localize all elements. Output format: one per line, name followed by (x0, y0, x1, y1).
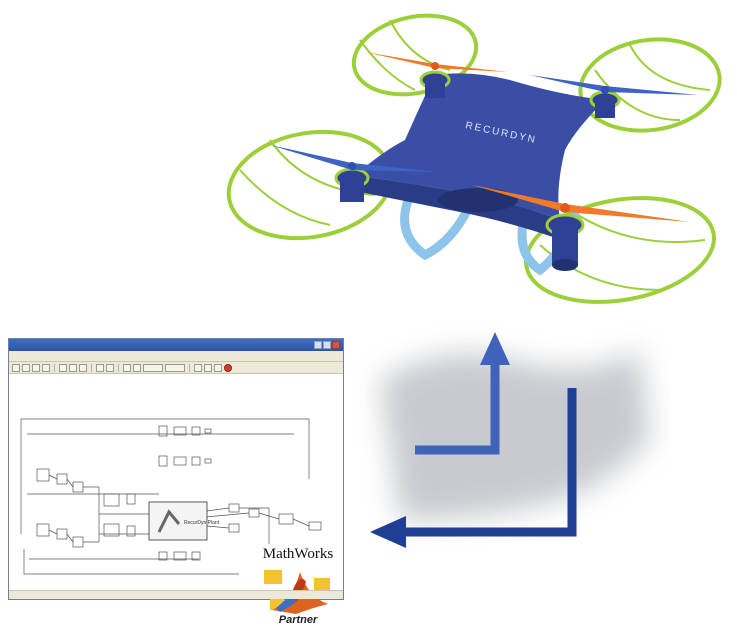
simulink-window: RecurDyn Plant MathWorks Partner (8, 338, 344, 626)
redo-icon[interactable] (106, 363, 114, 372)
prop-guards (226, 13, 722, 304)
block-diagram: RecurDyn Plant (20, 418, 322, 575)
copy-icon[interactable] (69, 363, 77, 372)
undo-icon[interactable] (96, 363, 104, 372)
new-icon[interactable] (12, 363, 20, 372)
model-canvas[interactable]: RecurDyn Plant MathWorks Partner (9, 374, 343, 626)
central-block-label: RecurDyn Plant (184, 520, 220, 526)
stop-time-field[interactable] (143, 363, 163, 372)
motors (334, 70, 621, 271)
partner-text: Partner (278, 614, 318, 626)
minimize-button[interactable] (314, 341, 322, 349)
feedback-arrows (370, 332, 650, 548)
save-icon[interactable] (32, 363, 40, 372)
left-arrow (370, 388, 577, 548)
mode-select[interactable] (165, 363, 185, 372)
window-controls (314, 341, 340, 349)
close-button[interactable] (332, 341, 340, 349)
statusbar (9, 590, 343, 599)
maximize-button[interactable] (323, 341, 331, 349)
up-arrow (415, 332, 510, 455)
debug-icon[interactable] (214, 363, 222, 372)
print-icon[interactable] (42, 363, 50, 372)
record-icon[interactable] (224, 363, 232, 372)
cut-icon[interactable] (59, 363, 67, 372)
guard-front-right (524, 196, 716, 304)
propellers (270, 52, 698, 222)
recurdyn-plant-block[interactable]: RecurDyn Plant (148, 501, 220, 541)
stop-icon[interactable] (133, 363, 141, 372)
explorer-icon[interactable] (204, 363, 212, 372)
mathworks-text: MathWorks (262, 546, 334, 562)
window-titlebar (9, 339, 343, 351)
paste-icon[interactable] (79, 363, 87, 372)
menubar (9, 351, 343, 362)
mathworks-partner-logo: MathWorks Partner (252, 542, 344, 630)
drone-body: RECURDYN (355, 73, 605, 240)
play-icon[interactable] (123, 363, 131, 372)
guard-back-left (351, 13, 479, 97)
guard-back-right (578, 37, 722, 133)
arrow-shadow (380, 350, 650, 520)
toolbar (9, 362, 343, 374)
drone-illustration: RECURDYN (226, 13, 722, 304)
open-icon[interactable] (22, 363, 30, 372)
library-icon[interactable] (194, 363, 202, 372)
